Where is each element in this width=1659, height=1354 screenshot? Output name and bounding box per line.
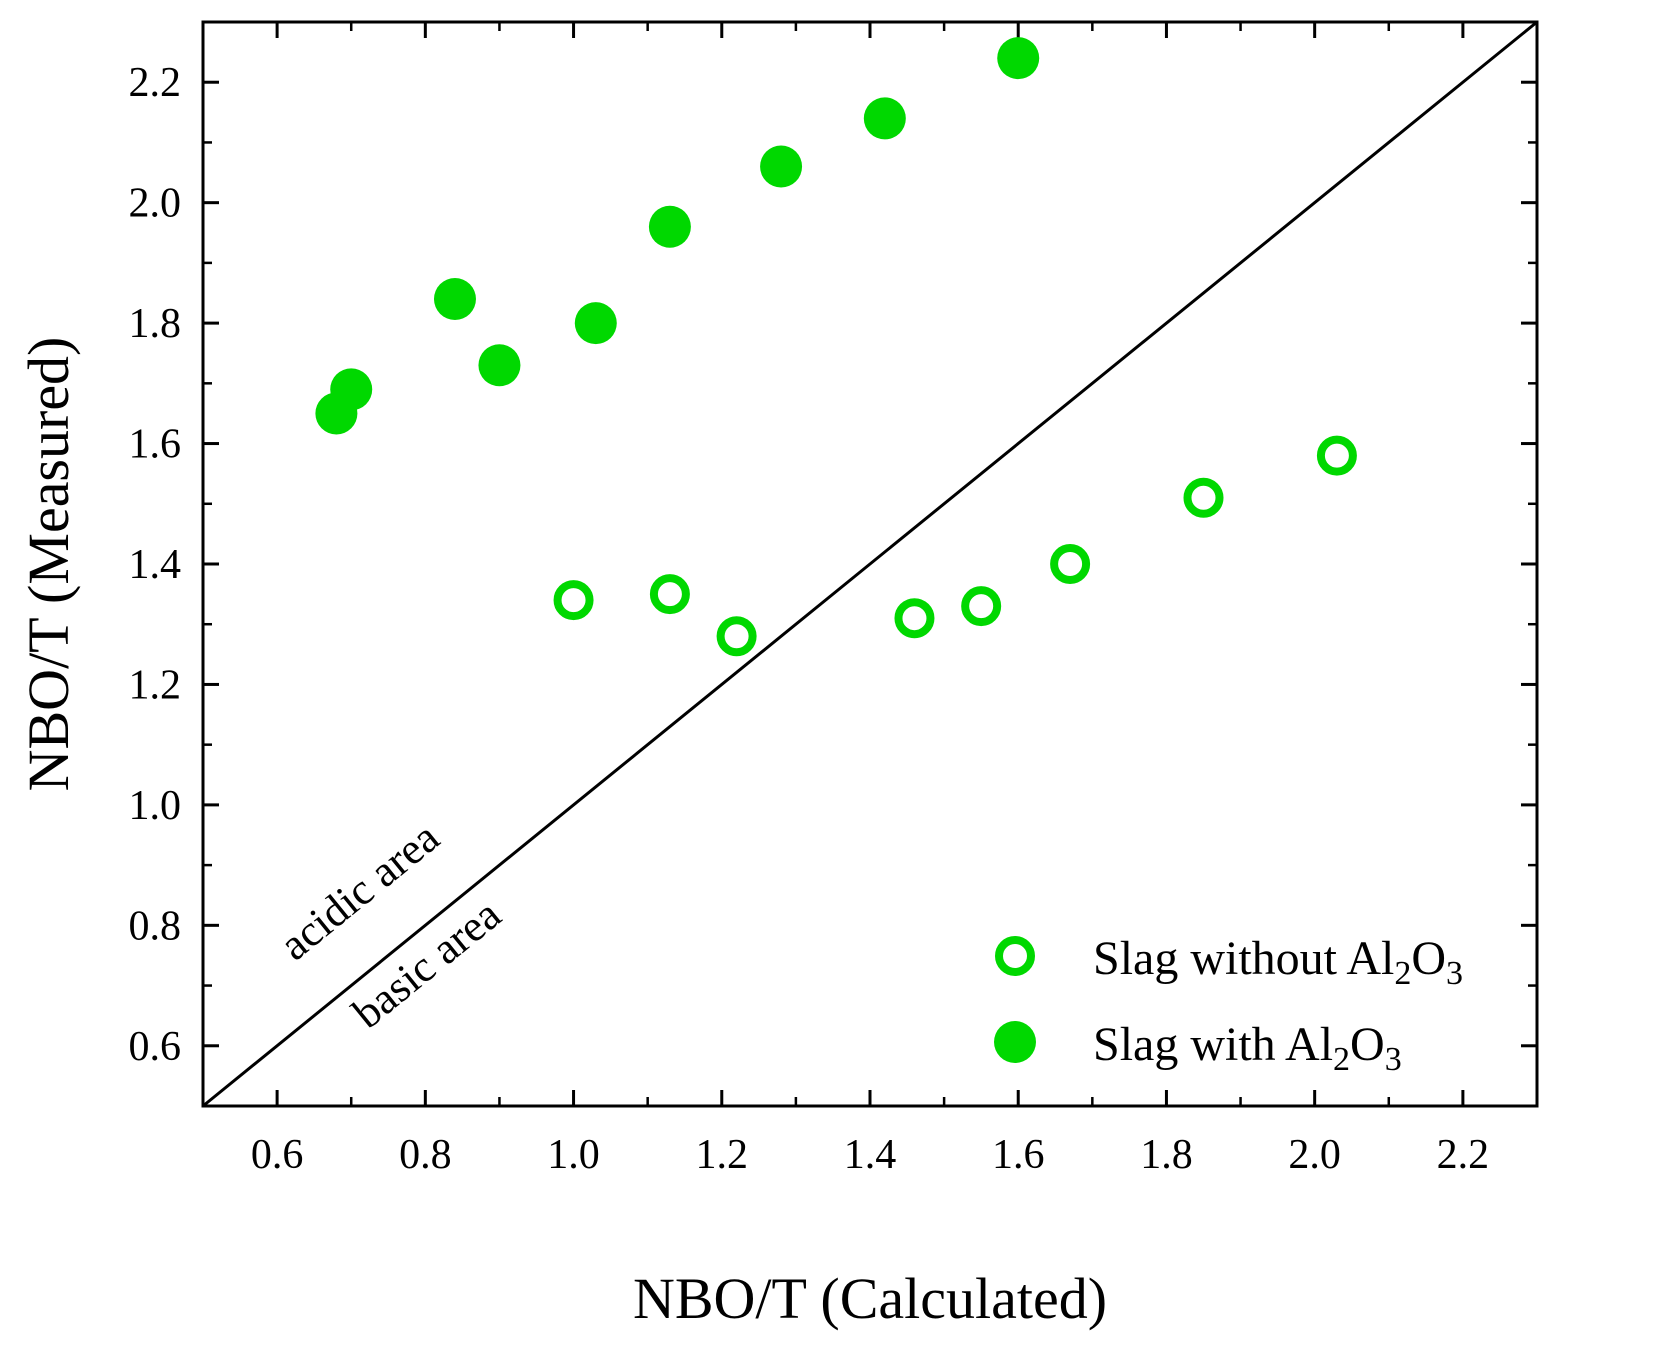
legend-label-subscript: 3 (1385, 1041, 1402, 1078)
y-axis-title: NBO/T (Measured) (16, 337, 81, 792)
plot-frame (201, 20, 1539, 1108)
data-point-with-al2o3 (863, 97, 906, 140)
legend-label-part: O (1350, 1018, 1385, 1071)
legend-marker-filled-circle (994, 1021, 1036, 1063)
y-tick-label: 1.0 (129, 783, 182, 829)
legend-label-part: Slag with Al (1093, 1018, 1333, 1071)
y-tick-label: 0.8 (129, 903, 182, 949)
legend-marker-open-circle (995, 936, 1035, 976)
x-tick-label: 1.0 (547, 1132, 600, 1178)
ticks-layer: 0.6 0.8 1.0 1.2 1.4 1.6 1.8 2.0 2.2 0.6 0.8 1.0 1.2 1… (129, 22, 1537, 1178)
legend: Slag without Al2O3 Slag with Al2O3 (994, 932, 1463, 1078)
data-point-with-al2o3 (760, 145, 803, 188)
legend-label-slag-with-al2o3: Slag with Al2O3 (1093, 1018, 1402, 1078)
legend-label-part: O (1411, 932, 1446, 985)
data-point-with-al2o3 (648, 205, 691, 248)
data-point-with-al2o3 (997, 37, 1040, 80)
x-tick-label: 2.0 (1288, 1132, 1341, 1178)
x-tick-label: 1.4 (844, 1132, 897, 1178)
legend-label-slag-without-al2o3: Slag without Al2O3 (1093, 932, 1463, 992)
reference-line-layer (202, 20, 1538, 1108)
x-tick-label: 1.2 (696, 1132, 749, 1178)
x-tick-label: 1.6 (992, 1132, 1045, 1178)
data-point-with-al2o3 (330, 368, 373, 411)
legend-label-subscript: 3 (1446, 955, 1463, 992)
data-point-with-al2o3 (433, 278, 476, 321)
data-point-without-al2o3 (1316, 435, 1357, 476)
data-point-without-al2o3 (1050, 544, 1091, 584)
reference-diagonal-line (202, 20, 1538, 1108)
legend-label-subscript: 2 (1394, 955, 1411, 992)
points-layer (315, 37, 1357, 657)
x-tick-label: 0.8 (399, 1132, 452, 1178)
legend-label-subscript: 2 (1333, 1041, 1350, 1078)
data-point-with-al2o3 (574, 302, 617, 345)
y-tick-label: 1.2 (129, 662, 182, 708)
x-tick-label: 2.2 (1437, 1132, 1490, 1178)
data-point-without-al2o3 (961, 586, 1002, 627)
x-tick-label: 1.8 (1140, 1132, 1193, 1178)
data-point-without-al2o3 (894, 598, 935, 639)
data-point-with-al2o3 (478, 344, 521, 387)
y-tick-label: 1.8 (129, 301, 182, 347)
y-tick-label: 2.0 (129, 181, 182, 227)
y-tick-label: 0.6 (129, 1024, 182, 1070)
x-tick-label: 0.6 (251, 1132, 304, 1178)
legend-label-part: Slag without Al (1093, 932, 1394, 985)
y-tick-label: 2.2 (129, 60, 182, 106)
data-point-without-al2o3 (553, 580, 594, 621)
y-tick-label: 1.4 (129, 542, 182, 588)
data-point-without-al2o3 (649, 574, 690, 615)
data-point-without-al2o3 (1183, 477, 1224, 518)
x-axis-title: NBO/T (Calculated) (633, 1266, 1107, 1331)
data-point-without-al2o3 (716, 616, 757, 657)
y-tick-label: 1.6 (129, 422, 182, 468)
